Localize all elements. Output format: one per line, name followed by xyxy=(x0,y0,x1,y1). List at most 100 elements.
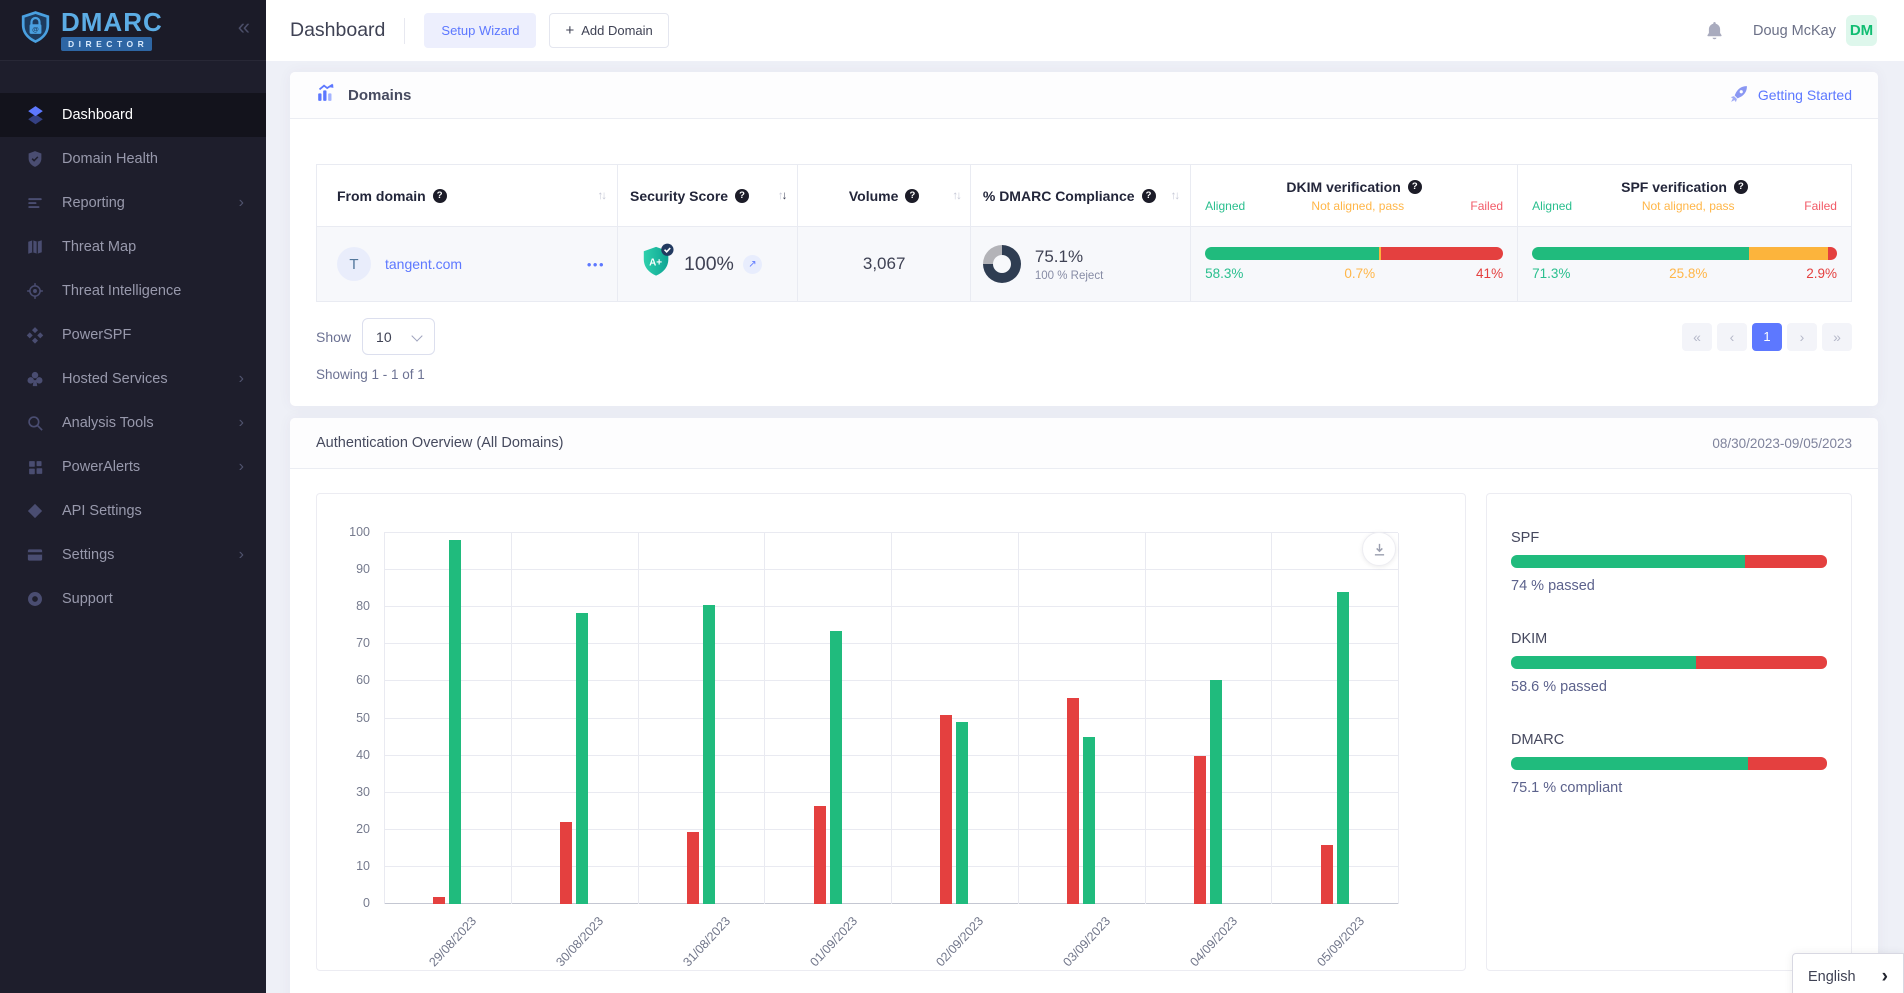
setup-wizard-button[interactable]: Setup Wizard xyxy=(424,13,537,48)
pagination-page-1-button[interactable]: 1 xyxy=(1752,322,1782,351)
sidebar-item-threat-intelligence[interactable]: Threat Intelligence xyxy=(0,269,266,313)
sort-icon[interactable]: ↑ ↓ xyxy=(597,189,607,202)
bar-group-02-09-2023 xyxy=(940,533,969,904)
help-icon[interactable]: ? xyxy=(1733,179,1748,194)
sort-icon[interactable]: ↑ ↓ xyxy=(1170,189,1180,202)
diamonds-cluster-icon xyxy=(24,326,46,344)
magnifier-icon xyxy=(24,414,46,432)
help-icon[interactable]: ? xyxy=(432,188,447,203)
stat-bar xyxy=(1511,555,1827,568)
page-size-select[interactable]: 10 xyxy=(362,318,436,355)
sidebar-item-powerspf[interactable]: PowerSPF xyxy=(0,313,266,357)
user-avatar[interactable]: DM xyxy=(1846,15,1877,46)
spf-failed-label: Failed xyxy=(1804,198,1837,213)
chevron-right-icon: › xyxy=(238,414,244,431)
dkim-not-aligned-value: 0.7% xyxy=(1344,266,1376,281)
gridline xyxy=(637,533,639,904)
gridline xyxy=(1017,533,1019,904)
sort-icon-active-desc[interactable]: ↑ ↓ xyxy=(777,189,787,202)
failed-bar xyxy=(1067,698,1080,904)
chevron-right-icon: › xyxy=(238,546,244,563)
sidebar-collapse-button[interactable]: « xyxy=(237,14,250,39)
shield-check-icon xyxy=(24,150,46,168)
x-axis-tick-label: 03/09/2023 xyxy=(1060,914,1114,970)
x-axis-tick-label: 31/08/2023 xyxy=(680,914,734,970)
auth-stat-dmarc: DMARC 75.1 % compliant xyxy=(1511,732,1827,796)
row-menu-button[interactable]: ••• xyxy=(586,256,606,272)
sidebar-item-threat-map[interactable]: Threat Map xyxy=(0,225,266,269)
help-icon[interactable]: ? xyxy=(905,188,920,203)
sidebar-item-analysis-tools[interactable]: Analysis Tools › xyxy=(0,401,266,445)
notifications-bell-icon[interactable] xyxy=(1704,20,1725,41)
cell-spf-verification: 71.3% 25.8% 2.9% xyxy=(1518,227,1851,301)
domain-link[interactable]: tangent.com xyxy=(385,256,463,272)
column-header-from-domain[interactable]: From domain ? ↑ ↓ xyxy=(317,165,619,226)
gridline xyxy=(384,533,385,904)
sidebar-item-reporting[interactable]: Reporting › xyxy=(0,181,266,225)
gridline xyxy=(764,533,766,904)
pagination-last-button[interactable]: » xyxy=(1822,322,1852,351)
x-axis-tick-label: 01/09/2023 xyxy=(806,914,860,970)
passed-bar xyxy=(449,540,462,904)
pagination-next-button[interactable]: › xyxy=(1787,322,1817,351)
sidebar-item-domain-health[interactable]: Domain Health xyxy=(0,137,266,181)
brand-name: DMARC xyxy=(61,7,163,37)
passed-bar xyxy=(1083,737,1096,904)
dmarc-donut xyxy=(982,245,1021,283)
cell-volume: 3,067 xyxy=(798,227,971,301)
stat-label: DMARC xyxy=(1511,732,1565,748)
topbar: Dashboard Setup Wizard + Add Domain Doug… xyxy=(266,0,1904,61)
domains-table: From domain ? ↑ ↓ Security Score ? ↑ ↓ Vol… xyxy=(316,164,1852,302)
external-link-icon[interactable]: ↗ xyxy=(742,254,762,274)
sidebar: @ DMARC DIRECTOR « Dashboard Domain Healt… xyxy=(0,0,266,993)
pagination-prev-button[interactable]: ‹ xyxy=(1717,322,1747,351)
stat-bar xyxy=(1511,757,1827,770)
sidebar-item-hosted-services[interactable]: Hosted Services › xyxy=(0,357,266,401)
getting-started-link[interactable]: Getting Started xyxy=(1729,84,1852,107)
bar-group-01-09-2023 xyxy=(813,533,842,904)
spf-stacked-bar xyxy=(1532,247,1837,260)
column-header-volume[interactable]: Volume ? ↑ ↓ xyxy=(798,165,971,226)
stat-label: SPF xyxy=(1511,530,1540,546)
add-domain-label: Add Domain xyxy=(581,23,653,38)
chevron-right-icon: › xyxy=(238,370,244,387)
bar-group-03-09-2023 xyxy=(1067,533,1096,904)
help-icon[interactable]: ? xyxy=(735,188,750,203)
auth-stat-dkim: DKIM 58.6 % passed xyxy=(1511,631,1827,695)
x-axis-tick-label: 04/09/2023 xyxy=(1187,914,1241,970)
chart-plot-area: 0 10 20 30 40 50 60 70 80 90 100 29/08/2023 30/08/20… xyxy=(349,525,1399,969)
pagination-first-button[interactable]: « xyxy=(1682,322,1712,351)
bar-group-31-08-2023 xyxy=(686,533,715,904)
chevron-right-icon: › xyxy=(238,458,244,475)
language-selector[interactable]: English › xyxy=(1792,953,1904,993)
sidebar-item-support[interactable]: Support xyxy=(0,577,266,621)
domains-panel: Domains Getting Started From domain ? ↑ ↓ xyxy=(290,72,1878,406)
sidebar-item-poweralerts[interactable]: PowerAlerts › xyxy=(0,445,266,489)
sidebar-item-dashboard[interactable]: Dashboard xyxy=(0,93,266,137)
user-name[interactable]: Doug McKay xyxy=(1752,22,1836,39)
sidebar-item-api-settings[interactable]: API Settings xyxy=(0,489,266,533)
gridline xyxy=(1398,533,1399,904)
add-domain-button[interactable]: + Add Domain xyxy=(549,13,669,48)
sidebar-item-settings[interactable]: Settings › xyxy=(0,533,266,577)
chevron-right-icon: › xyxy=(238,194,244,211)
rocket-icon xyxy=(1729,84,1749,107)
dkim-failed-value: 41% xyxy=(1476,266,1504,281)
failed-bar xyxy=(813,805,826,904)
table-row: T tangent.com ••• A+ 100% ↗ 3,067 xyxy=(317,226,1851,301)
dkim-failed-label: Failed xyxy=(1470,198,1504,213)
column-header-security-score[interactable]: Security Score ? ↑ ↓ xyxy=(618,165,799,226)
bar-segment xyxy=(1205,247,1379,260)
passed-bar xyxy=(702,605,715,904)
bar-segment xyxy=(1378,247,1381,260)
dkim-stacked-bar xyxy=(1205,247,1504,260)
sort-icon[interactable]: ↑ ↓ xyxy=(952,189,961,202)
app-logo: @ DMARC DIRECTOR « xyxy=(0,0,266,61)
help-icon[interactable]: ? xyxy=(1407,179,1422,194)
y-axis-tick-label: 100 xyxy=(349,525,370,539)
passed-bar xyxy=(1336,592,1349,904)
column-header-dmarc-compliance[interactable]: % DMARC Compliance ? ↑ ↓ xyxy=(971,165,1192,226)
chart-download-button[interactable] xyxy=(1362,532,1396,566)
help-icon[interactable]: ? xyxy=(1141,188,1156,203)
show-label: Show xyxy=(316,328,352,345)
